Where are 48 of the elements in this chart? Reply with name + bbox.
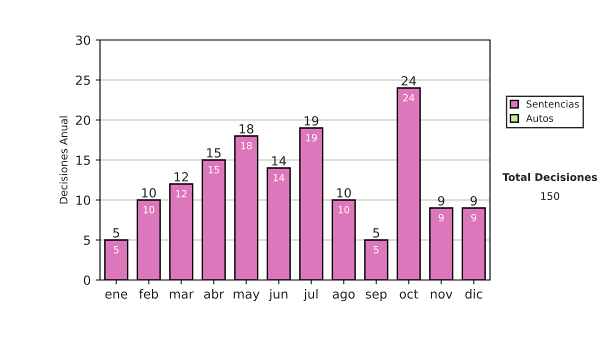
total-label: 10 xyxy=(337,188,351,198)
total-label: 5 xyxy=(373,228,380,238)
data-label: 5 xyxy=(114,246,118,254)
y-tick-label: 5 xyxy=(84,236,90,245)
total-label: 9 xyxy=(438,196,444,206)
y-axis-title: Decisiones Anual xyxy=(59,116,68,204)
x-tick-label: ago xyxy=(332,292,355,302)
x-tick-label: nov xyxy=(430,292,452,299)
x-tick-label: mar xyxy=(170,292,194,299)
x-tick-label: jul xyxy=(304,289,318,302)
data-label: 10 xyxy=(144,206,154,214)
data-label: 10 xyxy=(338,206,350,214)
x-tick-label: feb xyxy=(139,289,158,299)
data-label: 15 xyxy=(208,166,220,174)
y-tick-label: 30 xyxy=(76,35,90,45)
y-tick-label: 20 xyxy=(76,115,90,125)
text: 150 xyxy=(541,192,560,200)
total-label: 14 xyxy=(272,156,286,166)
x-tick-label: jun xyxy=(268,289,288,302)
x-tick-label: oct xyxy=(400,290,418,299)
y-tick-label: 0 xyxy=(84,275,90,285)
legend-label: Sentencias xyxy=(526,100,579,108)
total-label: 12 xyxy=(174,172,188,182)
total-label: 9 xyxy=(470,196,477,206)
data-label: 5 xyxy=(374,246,378,254)
data-label: 24 xyxy=(403,94,414,102)
total-label: 5 xyxy=(113,228,120,238)
data-label: 9 xyxy=(471,214,476,222)
y-tick-label: 25 xyxy=(76,75,90,85)
text: Total Decisiones xyxy=(502,172,598,182)
data-label: 18 xyxy=(241,142,252,150)
total-label: 19 xyxy=(304,116,318,126)
total-label: 18 xyxy=(240,124,254,134)
data-label: 19 xyxy=(306,134,317,142)
x-tick-label: sep xyxy=(366,292,387,302)
y-tick-label: 15 xyxy=(76,156,90,165)
data-label: 14 xyxy=(274,174,284,182)
data-label: 12 xyxy=(176,190,186,198)
legend-label: Autos xyxy=(526,114,554,122)
y-tick-label: 10 xyxy=(76,195,90,205)
data-label: 9 xyxy=(438,214,444,222)
x-tick-label: dic xyxy=(465,289,482,299)
total-label: 24 xyxy=(402,76,416,86)
x-tick-label: abr xyxy=(204,289,224,299)
x-tick-label: ene xyxy=(105,292,128,299)
total-label: 10 xyxy=(142,188,156,198)
total-label: 15 xyxy=(207,148,221,158)
x-tick-label: may xyxy=(234,292,260,302)
